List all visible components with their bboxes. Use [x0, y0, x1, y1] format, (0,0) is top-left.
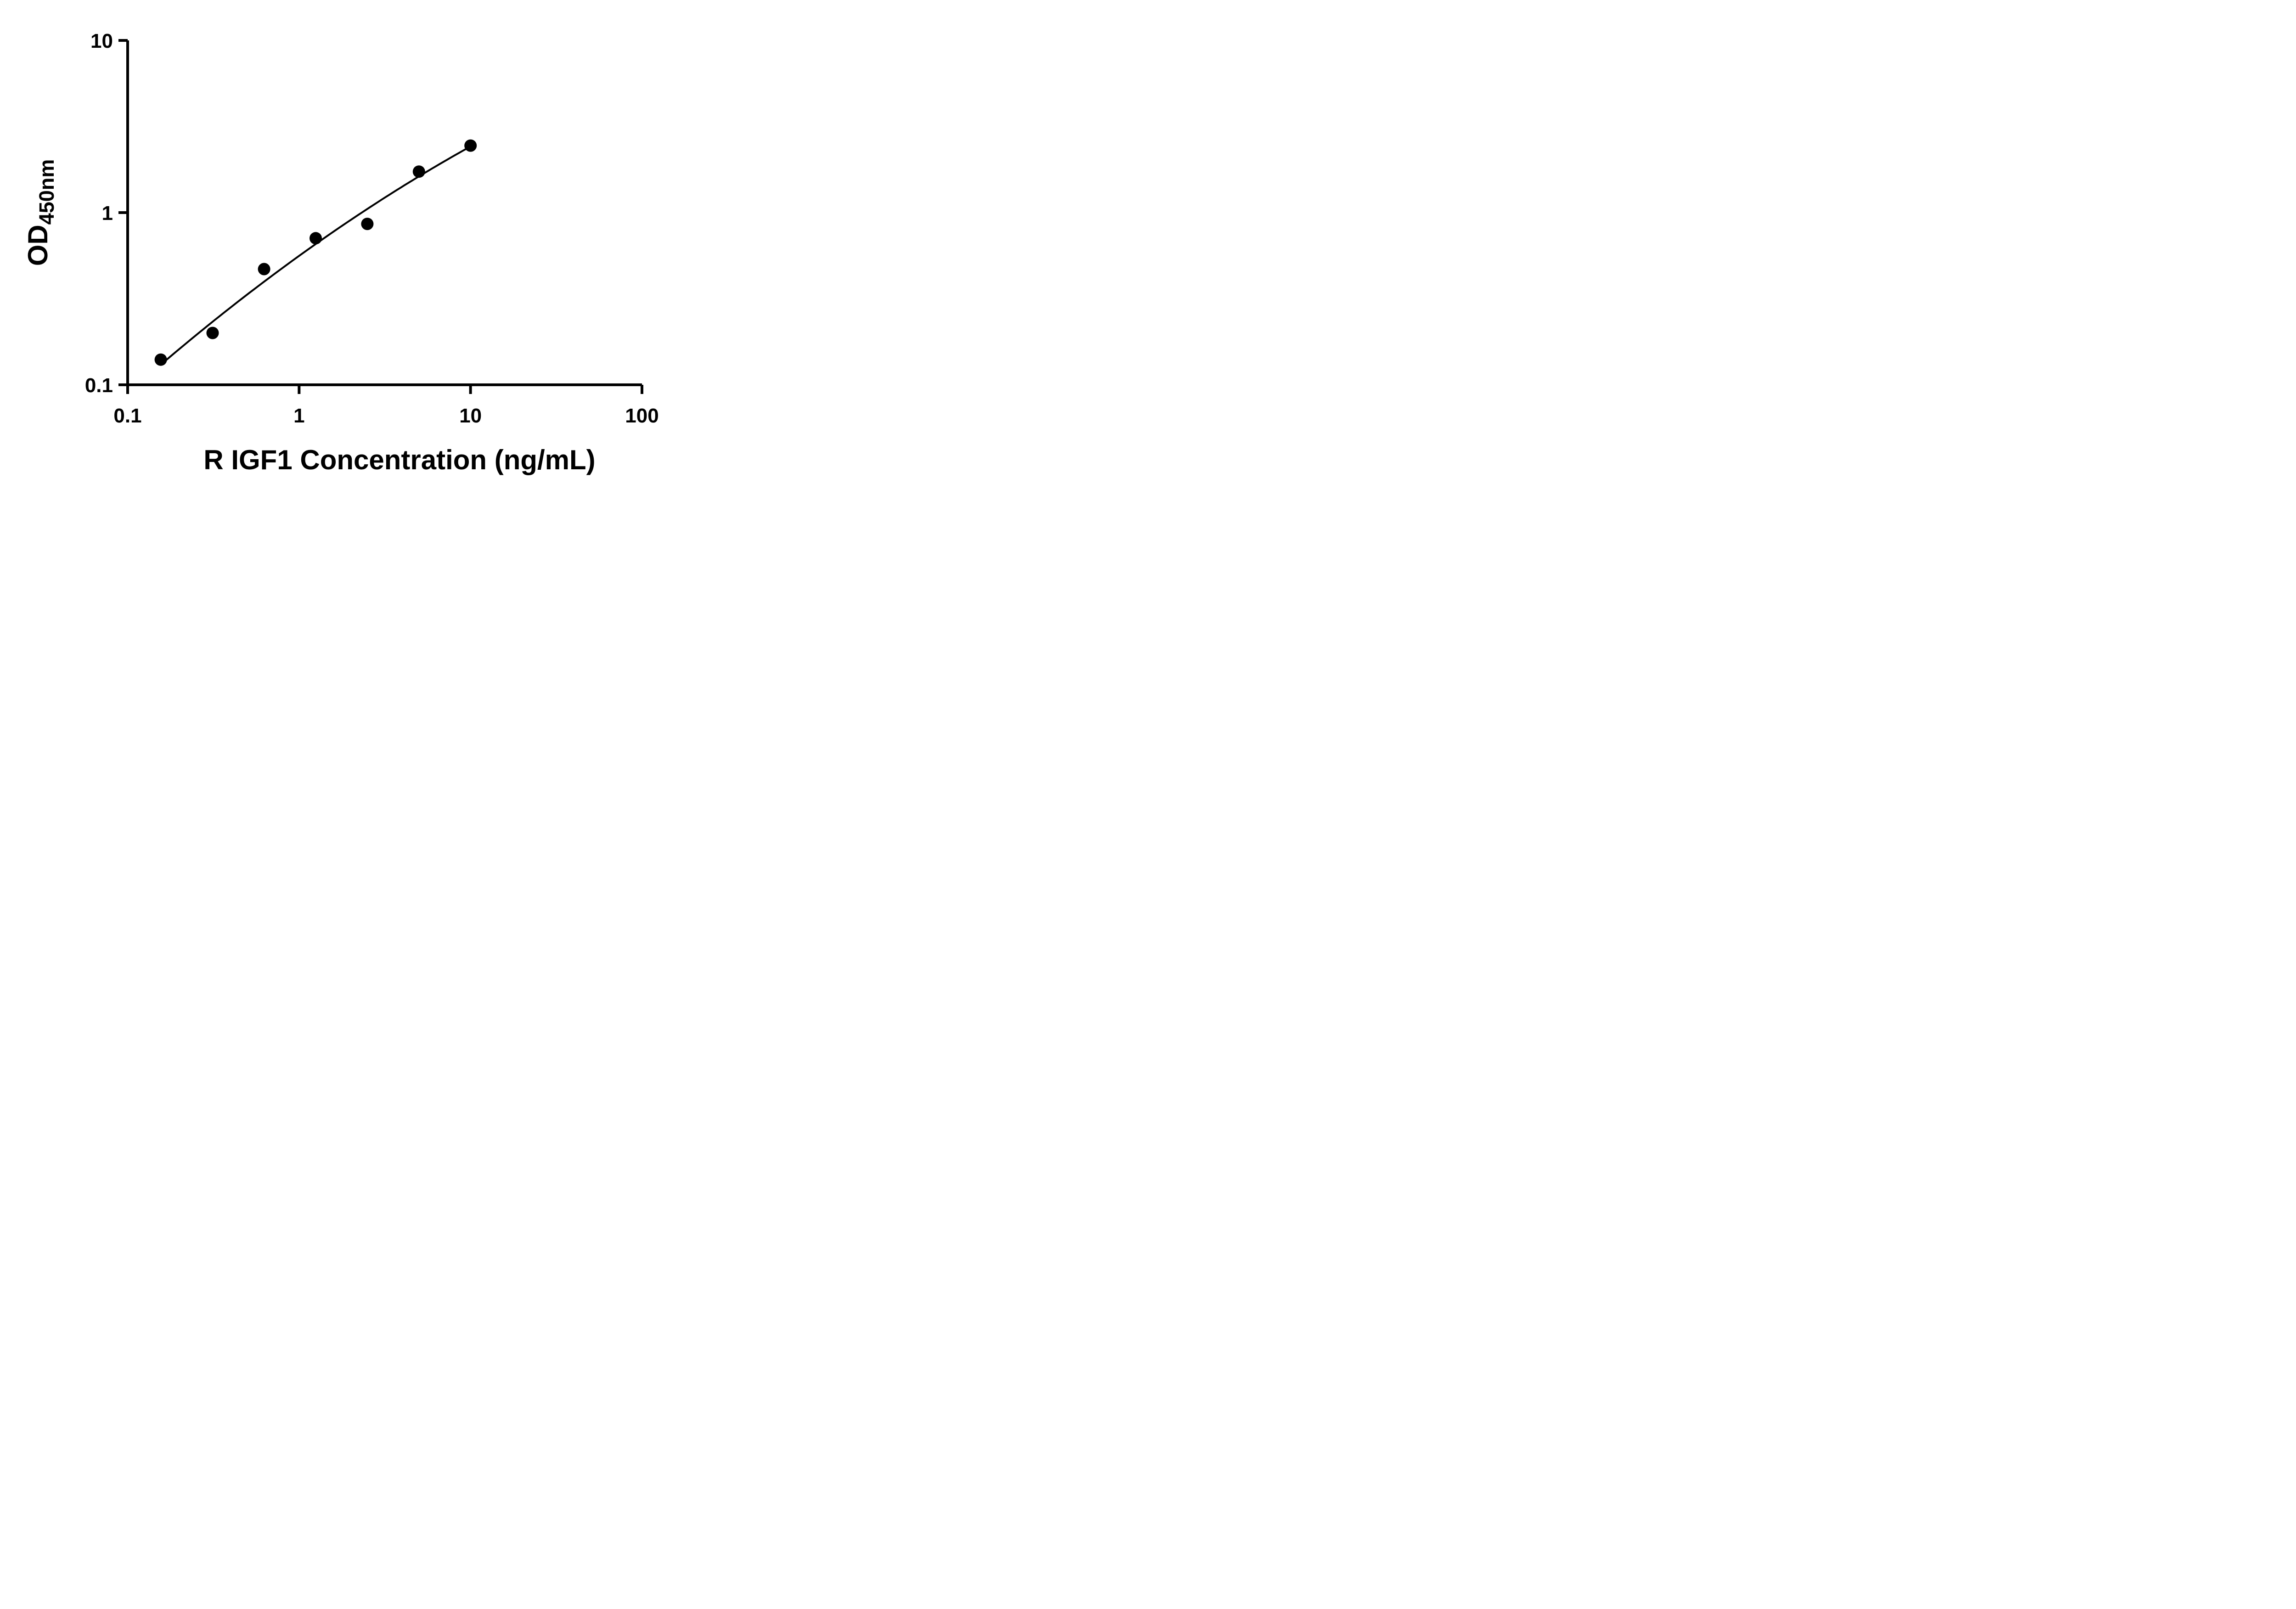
x-tick-label: 0.1 — [113, 405, 141, 427]
y-tick-label: 10 — [90, 30, 113, 52]
axis-spine — [126, 40, 642, 386]
y-tick-label: 1 — [102, 202, 113, 225]
data-point — [258, 263, 270, 276]
y-axis-title: OD450nm — [23, 159, 58, 266]
data-point — [361, 218, 374, 231]
x-tick-label: 100 — [625, 405, 658, 427]
standard-curve-chart: 0.1 1 10 100 0.1 1 10 R IGF1 Concentration (ng… — [23, 30, 659, 475]
data-point — [412, 165, 425, 178]
points-layer — [154, 139, 477, 366]
y-axis-title-sub: 450nm — [35, 159, 58, 225]
x-tick-label: 10 — [459, 405, 482, 427]
data-point — [464, 139, 477, 152]
data-point — [154, 353, 167, 366]
data-point — [310, 232, 322, 245]
x-tick-label: 1 — [293, 405, 304, 427]
x-axis-title: R IGF1 Concentration (ng/mL) — [203, 444, 595, 475]
y-tick-label: 0.1 — [85, 374, 113, 397]
elisa-standard-curve-figure: 0.1 1 10 100 0.1 1 10 R IGF1 Concentration (ng… — [0, 0, 709, 492]
y-axis-title-main: OD — [23, 225, 53, 266]
axes-layer: 0.1 1 10 100 0.1 1 10 — [85, 30, 659, 427]
data-point — [206, 326, 219, 339]
